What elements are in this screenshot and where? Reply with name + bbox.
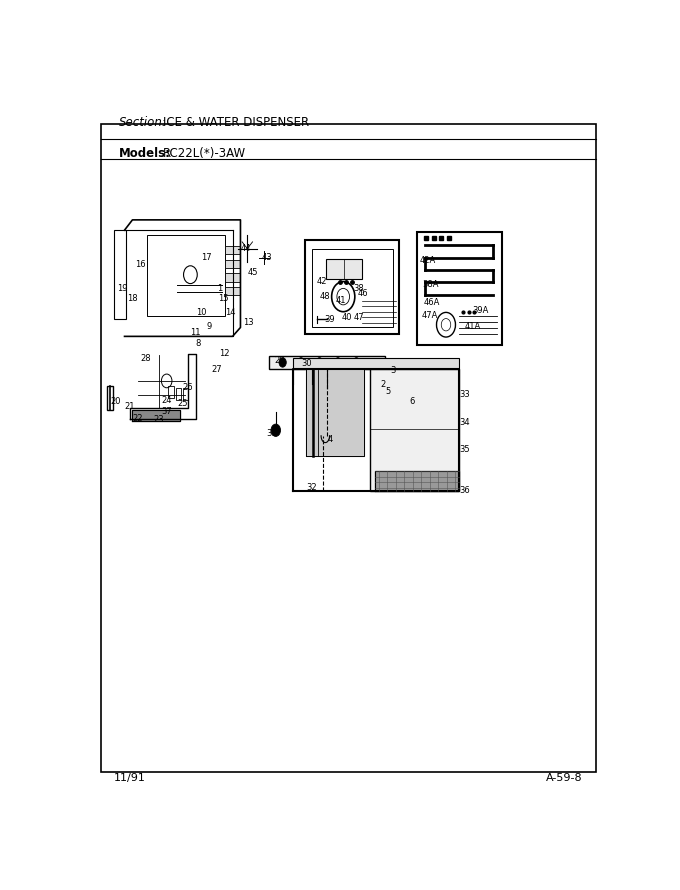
Text: 11: 11 [190, 328, 201, 337]
Text: 30: 30 [301, 360, 311, 368]
Bar [168, 385, 173, 398]
Text: 14: 14 [224, 308, 235, 317]
Text: 37: 37 [161, 408, 172, 417]
Bar [370, 368, 459, 490]
Text: 31: 31 [267, 429, 277, 438]
Bar [305, 239, 399, 335]
Text: Models:: Models: [119, 147, 171, 159]
Text: 2: 2 [380, 380, 386, 389]
Text: 41A: 41A [464, 321, 481, 330]
Text: 44: 44 [241, 244, 251, 253]
Bar [183, 388, 188, 401]
Text: 46A: 46A [424, 297, 440, 307]
Text: 24: 24 [161, 396, 172, 405]
Text: 1: 1 [217, 284, 222, 293]
Bar [269, 356, 386, 369]
Bar [326, 259, 362, 279]
Bar [147, 235, 225, 316]
Text: 11/91: 11/91 [114, 773, 146, 783]
Bar [224, 260, 241, 268]
Text: 38: 38 [354, 284, 364, 293]
Text: 32: 32 [306, 482, 317, 491]
Bar [107, 385, 114, 409]
Bar [224, 246, 241, 255]
Text: 4: 4 [328, 434, 333, 444]
Text: 19: 19 [117, 284, 127, 293]
Text: 28: 28 [140, 354, 151, 363]
Text: 26: 26 [182, 384, 193, 392]
Text: 16: 16 [135, 260, 146, 269]
Bar [114, 231, 126, 320]
Text: 41: 41 [335, 295, 346, 304]
Text: 15: 15 [218, 295, 228, 303]
Text: 5: 5 [386, 386, 390, 396]
Bar [311, 248, 393, 328]
Text: 34: 34 [459, 417, 470, 426]
Circle shape [335, 358, 341, 368]
Text: 39A: 39A [472, 306, 488, 315]
Text: ICE & WATER DISPENSER: ICE & WATER DISPENSER [163, 116, 309, 129]
Text: 20: 20 [110, 397, 121, 406]
Text: 43: 43 [262, 253, 272, 262]
Circle shape [353, 358, 360, 368]
Text: 29: 29 [275, 356, 285, 365]
Text: 9: 9 [206, 321, 211, 330]
Text: 13: 13 [243, 318, 254, 328]
Text: 47: 47 [354, 312, 364, 321]
Text: 18: 18 [127, 295, 138, 303]
Text: 3: 3 [390, 366, 396, 376]
Circle shape [279, 358, 286, 368]
Polygon shape [307, 368, 364, 457]
Text: 40: 40 [341, 312, 352, 321]
Circle shape [316, 358, 323, 368]
Text: 27: 27 [211, 365, 222, 374]
Text: 17: 17 [201, 253, 211, 262]
Text: 23: 23 [154, 416, 164, 425]
Text: 39: 39 [325, 315, 335, 324]
Circle shape [297, 358, 305, 368]
Text: 48: 48 [320, 292, 330, 301]
Circle shape [271, 425, 281, 436]
Text: A-59-8: A-59-8 [547, 773, 583, 783]
Text: 42A: 42A [420, 256, 436, 265]
Text: 12: 12 [220, 349, 230, 358]
Text: 45: 45 [248, 268, 258, 277]
Text: 42: 42 [317, 277, 327, 286]
Bar [293, 359, 459, 368]
Text: 21: 21 [124, 401, 135, 411]
Text: 25: 25 [177, 399, 188, 408]
Bar [175, 388, 181, 401]
Text: Section:: Section: [119, 116, 167, 129]
Text: 36: 36 [459, 486, 470, 495]
Bar [417, 231, 503, 344]
Text: 47A: 47A [422, 312, 439, 320]
Bar [224, 287, 241, 295]
Text: RC22L(*)-3AW: RC22L(*)-3AW [163, 147, 246, 159]
Text: 46: 46 [358, 289, 369, 298]
Text: 6: 6 [409, 397, 414, 406]
Text: 35: 35 [459, 445, 470, 454]
Polygon shape [375, 472, 459, 490]
Text: 38A: 38A [422, 280, 439, 289]
Text: 33: 33 [459, 390, 470, 399]
Text: 8: 8 [196, 339, 201, 348]
Bar [224, 273, 241, 281]
Text: 22: 22 [133, 414, 143, 423]
Polygon shape [133, 410, 180, 421]
Text: 10: 10 [196, 308, 206, 317]
